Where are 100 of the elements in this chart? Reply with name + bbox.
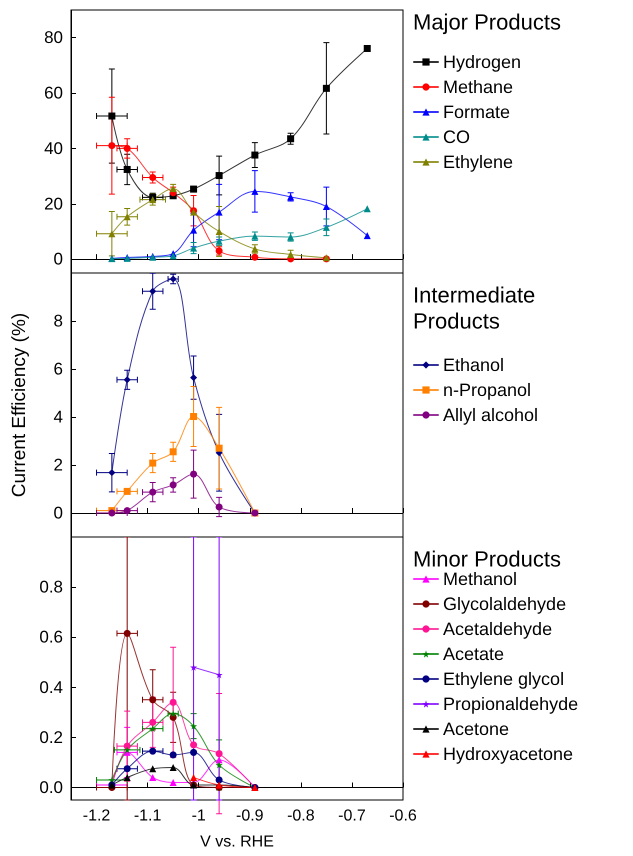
y-tick-label: 20 — [44, 194, 63, 214]
x-tick-label: -1 — [192, 808, 206, 824]
point — [190, 226, 198, 234]
legend-label: Formate — [443, 102, 510, 122]
legend-label: Glycolaldehyde — [443, 594, 566, 614]
point — [216, 776, 223, 784]
point — [149, 288, 156, 295]
point — [149, 748, 156, 755]
legend-label: Acetate — [443, 644, 504, 664]
point — [124, 774, 131, 781]
legend-label: CO — [443, 127, 470, 147]
point — [124, 630, 131, 637]
point — [322, 224, 330, 231]
y-axis-title: Current Efficiency (%) — [9, 312, 30, 498]
legend-label: Hydroxyacetone — [443, 744, 574, 764]
point — [216, 208, 223, 216]
legend-label: Ethylene glycol — [443, 669, 564, 689]
point — [124, 166, 131, 173]
point — [190, 748, 198, 756]
point — [149, 774, 156, 781]
y-tick-label: 0.8 — [39, 578, 63, 597]
legend-label: Propionaldehyde — [443, 694, 578, 714]
point — [170, 481, 177, 488]
point — [251, 254, 258, 261]
point — [216, 504, 223, 510]
point — [149, 174, 156, 181]
point — [149, 488, 156, 496]
point — [364, 232, 371, 240]
point — [170, 778, 177, 786]
point — [108, 510, 116, 516]
point — [124, 376, 131, 384]
y-tick-label: 60 — [44, 84, 63, 103]
point — [322, 84, 330, 92]
point — [190, 244, 198, 252]
point — [149, 718, 156, 726]
x-tick-label: -0.9 — [236, 808, 264, 824]
x-tick-label: -0.6 — [389, 808, 417, 824]
point — [322, 203, 330, 210]
x-tick-label: -1.2 — [82, 808, 110, 824]
point — [149, 696, 156, 704]
y-tick-label: 0.6 — [39, 628, 63, 647]
legend-label: Methane — [443, 77, 514, 97]
point — [216, 172, 223, 180]
point — [170, 751, 177, 758]
point — [149, 196, 156, 204]
point — [364, 205, 371, 212]
point — [124, 213, 131, 220]
point — [170, 764, 177, 771]
x-axis-title: V vs. RHE — [200, 834, 274, 850]
x-tick-label: -0.7 — [338, 808, 366, 824]
y-tick-label: 0.2 — [39, 728, 63, 747]
point — [190, 722, 198, 730]
y-tick-label: 40 — [44, 138, 63, 158]
point — [190, 413, 198, 420]
point — [149, 725, 156, 732]
point — [149, 765, 156, 772]
point — [216, 671, 223, 678]
point — [190, 664, 198, 671]
y-tick-label: 8 — [54, 312, 63, 330]
point — [190, 374, 198, 382]
point — [216, 444, 223, 452]
legend-label: Methanol — [443, 569, 518, 589]
y-tick-label: 2 — [54, 456, 63, 474]
legend-title: Major Products — [413, 10, 561, 34]
point — [108, 112, 116, 120]
point — [108, 230, 116, 238]
legend-label: Allyl alcohol — [443, 405, 538, 425]
legend-label: Hydrogen — [443, 52, 522, 72]
point — [216, 761, 223, 768]
legend-label: Acetaldehyde — [443, 619, 552, 639]
point — [190, 741, 198, 748]
point — [216, 228, 223, 235]
point — [364, 44, 371, 52]
point — [251, 152, 258, 159]
point — [190, 470, 198, 478]
y-tick-label: 0 — [54, 504, 63, 522]
point — [124, 507, 131, 514]
legend-title: Intermediate Products — [413, 282, 542, 334]
y-tick-label: 0.0 — [39, 778, 63, 797]
point — [108, 469, 116, 476]
legend-title: Minor Products — [413, 546, 561, 572]
point — [124, 765, 131, 772]
point — [149, 460, 156, 467]
point — [251, 188, 258, 195]
point — [287, 135, 294, 142]
x-tick-label: -1.1 — [134, 808, 162, 824]
point — [124, 144, 131, 152]
y-tick-label: 80 — [44, 28, 63, 48]
point — [124, 746, 131, 754]
legend-label: Acetone — [443, 719, 510, 739]
legend-label: n-Propanol — [443, 380, 532, 400]
point — [124, 488, 131, 495]
legend-label: Ethylene — [443, 152, 514, 172]
point — [216, 756, 223, 764]
y-tick-label: 0.4 — [39, 678, 63, 697]
point — [170, 448, 177, 456]
y-tick-label: 6 — [54, 360, 63, 378]
point — [170, 698, 177, 706]
point — [216, 750, 223, 758]
y-tick-label: 4 — [54, 408, 63, 426]
